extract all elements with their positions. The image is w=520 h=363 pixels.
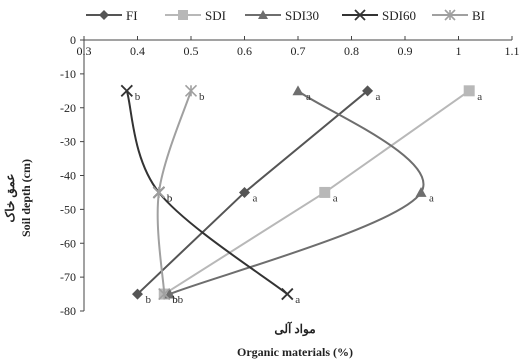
y-tick-label: -60 (60, 236, 76, 250)
square-marker (178, 10, 188, 20)
significance-label: b (135, 91, 141, 103)
significance-label: b (167, 192, 173, 204)
legend-label: BI (472, 8, 485, 23)
diamond-marker (239, 186, 250, 198)
significance-label: b (172, 294, 178, 306)
x-tick-label: 0.9 (398, 44, 413, 58)
y-tick-label: -50 (60, 202, 76, 216)
series-fi (132, 85, 374, 300)
legend-label: FI (126, 8, 138, 23)
significance-label: a (477, 91, 482, 103)
series-line (169, 90, 425, 295)
x-marker (120, 84, 133, 97)
legend-label: SDI30 (285, 8, 319, 23)
y-tick-label: -70 (60, 270, 76, 284)
x-tick-label: 1.1 (505, 44, 520, 58)
significance-label: b (199, 91, 205, 103)
diamond-marker (99, 10, 109, 20)
x-marker-stroke (354, 9, 366, 21)
series-sdi (158, 85, 475, 300)
x-marker-stroke (120, 84, 133, 97)
y-axis-title: Soil depth (cm) (19, 159, 33, 237)
legend-item-sdi30: SDI30 (245, 8, 319, 23)
significance-label: b (146, 294, 152, 306)
star-marker (152, 186, 165, 199)
x-tick-label: 0.4 (130, 44, 145, 58)
y-axis-title-fa: عمق خاک (3, 174, 18, 223)
star-marker (158, 287, 171, 301)
x-marker (354, 9, 366, 21)
x-axis-title-fa: مواد آلی (274, 320, 315, 337)
axes: 0.3 0.4 0.5 0.6 0.7 0.8 0.9 1 1.1 0 -10 -20 -30 -40 -5… (60, 33, 520, 318)
legend-item-bi: BI (432, 8, 485, 23)
series-layer (120, 84, 475, 301)
x-axis-title: Organic materials (%) (237, 345, 353, 359)
significance-label: a (295, 294, 300, 306)
star-marker (184, 84, 198, 97)
diamond-marker (132, 288, 143, 300)
legend-item-sdi60: SDI60 (342, 8, 416, 23)
y-tick-label: -80 (60, 304, 76, 318)
significance-label: a (253, 192, 258, 204)
x-marker-stroke (281, 287, 294, 301)
x-tick-label: 0.5 (184, 44, 199, 58)
star-marker (444, 9, 456, 21)
triangle-marker (292, 85, 304, 96)
legend-item-fi: FI (86, 8, 138, 23)
diamond-marker (362, 85, 374, 97)
x-marker (281, 287, 294, 301)
legend-label: SDI60 (382, 8, 416, 23)
y-tick-label: 0 (70, 33, 76, 47)
triangle-marker (258, 10, 268, 19)
significance-label: b (167, 192, 173, 204)
series-bi (152, 84, 198, 301)
significance-label: b (172, 294, 178, 306)
x-tick-label: 0.7 (291, 44, 306, 58)
square-marker (319, 186, 331, 198)
legend: FI SDI SDI30 SDI60 BI (86, 8, 485, 23)
x-tick-label: 0.8 (344, 44, 359, 58)
significance-label: a (429, 192, 434, 204)
significance-label: a (306, 91, 311, 103)
significance-label: b (178, 294, 184, 306)
x-tick-label: 0.6 (237, 44, 252, 58)
y-tick-label: -20 (60, 101, 76, 115)
legend-item-sdi: SDI (165, 8, 226, 23)
series-line (156, 90, 192, 295)
significance-label: a (376, 91, 381, 103)
series-sdi30 (164, 85, 427, 299)
x-tick-label: 0.3 (77, 44, 92, 58)
y-tick-label: -40 (60, 169, 76, 183)
square-marker (463, 85, 475, 97)
significance-label: a (333, 192, 338, 204)
y-tick-label: -30 (60, 135, 76, 149)
x-tick-label: 1 (456, 44, 462, 58)
triangle-marker (415, 186, 427, 197)
legend-label: SDI (205, 8, 226, 23)
y-tick-label: -10 (60, 67, 76, 81)
